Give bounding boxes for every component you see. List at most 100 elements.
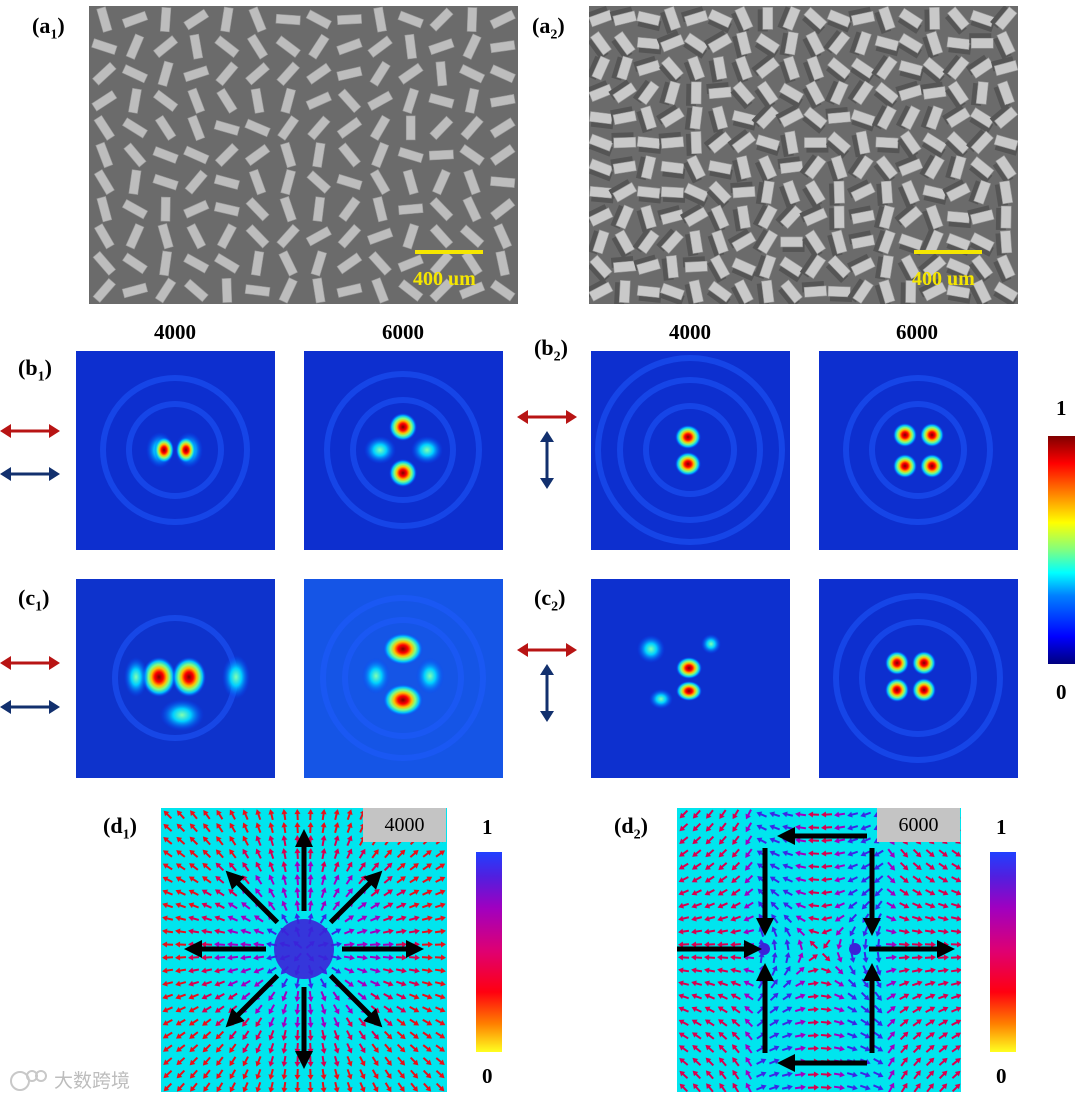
field-vector — [834, 914, 845, 922]
field-vector — [875, 900, 883, 910]
nanopillar — [875, 254, 894, 280]
scale-text-a1: 400 um — [413, 268, 476, 290]
field-vector — [409, 1018, 420, 1026]
field-vector — [423, 1082, 432, 1092]
field-vector — [163, 1057, 173, 1065]
field-vector — [281, 913, 289, 924]
nanopillar — [246, 33, 269, 60]
nanopillar — [706, 180, 732, 209]
field-vector — [795, 863, 807, 870]
field-vector — [718, 875, 728, 883]
nanopillar — [992, 155, 1017, 184]
field-vector — [162, 954, 174, 961]
nanopillar — [429, 250, 454, 276]
nanopillar — [93, 114, 116, 141]
field-vector — [421, 941, 433, 948]
intensity-lobe — [912, 651, 936, 675]
field-vector — [704, 993, 715, 1000]
field-vector — [732, 835, 740, 845]
nanopillar — [157, 60, 174, 87]
intensity-map-c1-6000 — [304, 579, 503, 778]
field-vector — [229, 1082, 236, 1092]
field-vector — [937, 993, 949, 1000]
field-vector — [214, 967, 226, 974]
nanopillar — [683, 55, 706, 84]
field-vector — [409, 863, 419, 871]
field-vector — [356, 967, 368, 974]
field-vector — [807, 1032, 819, 1039]
nanopillar — [900, 280, 917, 304]
field-vector — [795, 876, 807, 883]
field-vector — [808, 837, 820, 844]
intensity-lobe — [389, 459, 417, 487]
field-vector — [782, 863, 793, 870]
field-vector — [214, 889, 225, 897]
field-vector — [396, 862, 406, 871]
field-vector — [950, 915, 961, 922]
field-vector — [346, 1068, 353, 1080]
nanopillar — [610, 106, 637, 126]
nanopillar — [990, 56, 1018, 77]
nanopillar — [432, 168, 451, 196]
field-vector — [848, 965, 856, 976]
nanopillar — [367, 90, 394, 111]
intensity-background — [304, 579, 503, 778]
nanopillar — [946, 284, 972, 304]
nanopillar — [921, 56, 947, 85]
nanopillar — [942, 179, 971, 203]
field-vector — [782, 811, 794, 818]
field-vector — [409, 849, 419, 858]
nanopillar — [312, 196, 326, 222]
field-vector — [175, 876, 186, 884]
field-vector — [820, 1084, 832, 1091]
nanopillar — [995, 230, 1013, 256]
field-vector — [229, 1069, 237, 1080]
nanopillar — [123, 142, 147, 168]
big-arrow-head — [777, 1054, 795, 1072]
field-vector — [704, 928, 716, 935]
field-vector — [214, 928, 226, 935]
nanopillar — [875, 136, 900, 154]
panel-label-a2: (a2) — [532, 13, 565, 43]
field-vector — [435, 1082, 445, 1092]
nanopillar — [245, 62, 270, 86]
field-vector — [395, 954, 407, 961]
field-vector — [744, 888, 754, 896]
field-vector — [679, 1083, 689, 1092]
field-vector — [346, 1081, 353, 1092]
field-vector — [397, 1056, 406, 1066]
field-vector — [408, 967, 420, 974]
intensity-lobe — [912, 678, 936, 702]
field-vector — [861, 900, 871, 910]
field-vector — [163, 810, 173, 820]
nanopillar — [802, 179, 826, 209]
field-vector — [188, 954, 200, 961]
nanopillar — [611, 229, 635, 259]
field-vector — [382, 928, 394, 935]
field-vector — [421, 954, 433, 961]
field-vector — [435, 889, 446, 896]
field-vector — [333, 1068, 340, 1080]
nanopillar — [656, 104, 685, 129]
nanopillar — [305, 226, 332, 247]
field-vector — [807, 980, 819, 987]
field-vector — [873, 849, 884, 857]
field-vector — [255, 835, 262, 846]
nanopillar — [493, 223, 513, 250]
nanopillar — [429, 115, 454, 141]
field-vector — [344, 928, 355, 935]
field-vector — [294, 1081, 301, 1092]
nanopillar — [993, 30, 1016, 60]
field-vector — [163, 1082, 173, 1092]
nanopillar — [366, 227, 394, 245]
field-vector — [730, 915, 741, 922]
field-vector — [229, 849, 237, 859]
field-vector — [216, 822, 224, 833]
nanopillar — [945, 155, 967, 180]
field-vector — [951, 876, 961, 883]
field-vector — [281, 874, 288, 886]
field-vector — [175, 980, 187, 987]
field-vector — [253, 928, 264, 935]
nanopillar — [312, 142, 326, 168]
field-vector — [333, 1081, 340, 1092]
